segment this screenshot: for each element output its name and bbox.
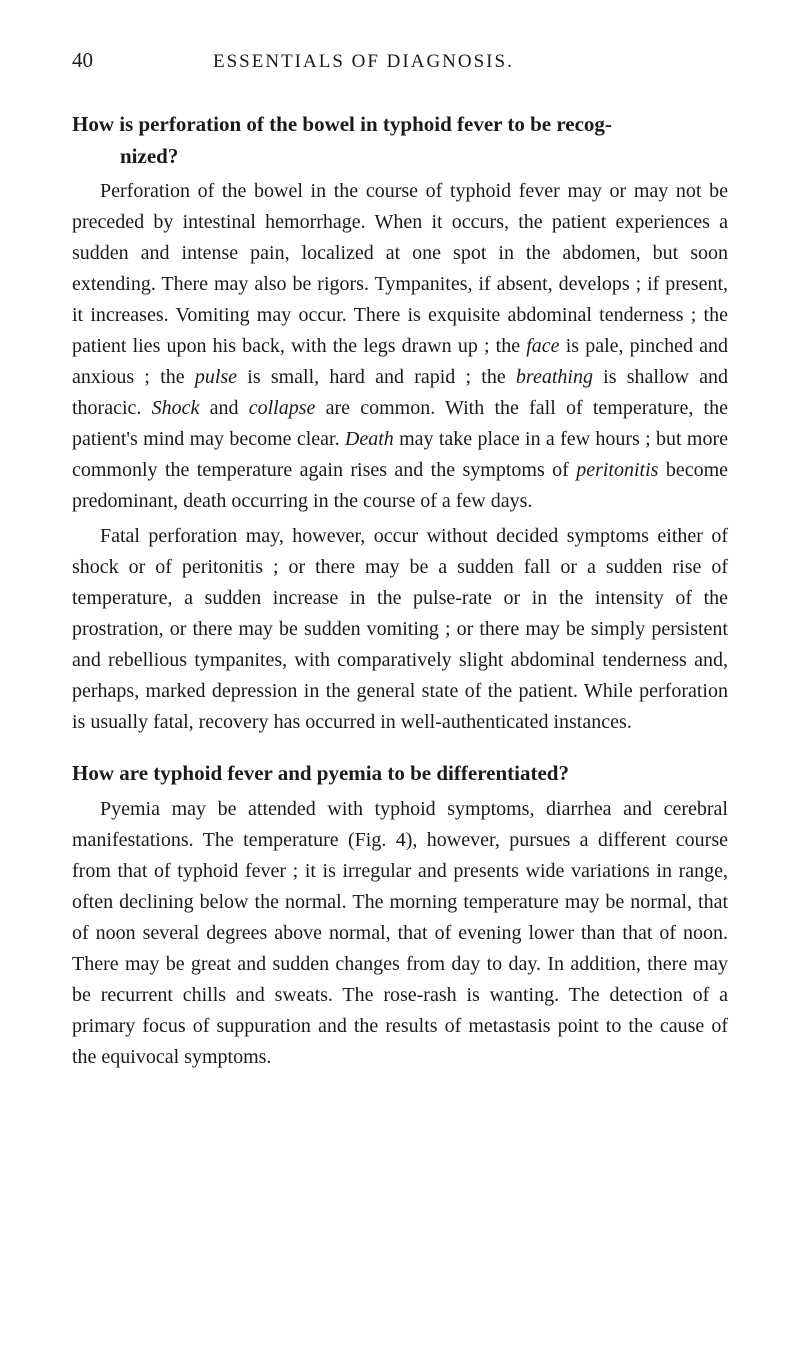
body-paragraph-1-1: Perforation of the bowel in the course o…: [72, 176, 728, 517]
section-pyemia: How are typhoid fever and pyemia to be d…: [72, 758, 728, 1073]
page-title: ESSENTIALS OF DIAGNOSIS.: [213, 51, 514, 73]
section-perforation: How is perforation of the bowel in typho…: [72, 109, 728, 738]
body-paragraph-1-2: Fatal perforation may, however, occur wi…: [72, 521, 728, 738]
question-heading-2: How are typhoid fever and pyemia to be d…: [72, 758, 728, 790]
heading-line-1: How is perforation of the bowel in typho…: [72, 112, 612, 136]
page-header: 40 ESSENTIALS OF DIAGNOSIS.: [72, 48, 728, 73]
page-number: 40: [72, 48, 93, 73]
question-heading-1: How is perforation of the bowel in typho…: [72, 109, 728, 172]
body-paragraph-2-1: Pyemia may be attended with typhoid symp…: [72, 794, 728, 1073]
heading-line-2: nized?: [72, 144, 178, 168]
